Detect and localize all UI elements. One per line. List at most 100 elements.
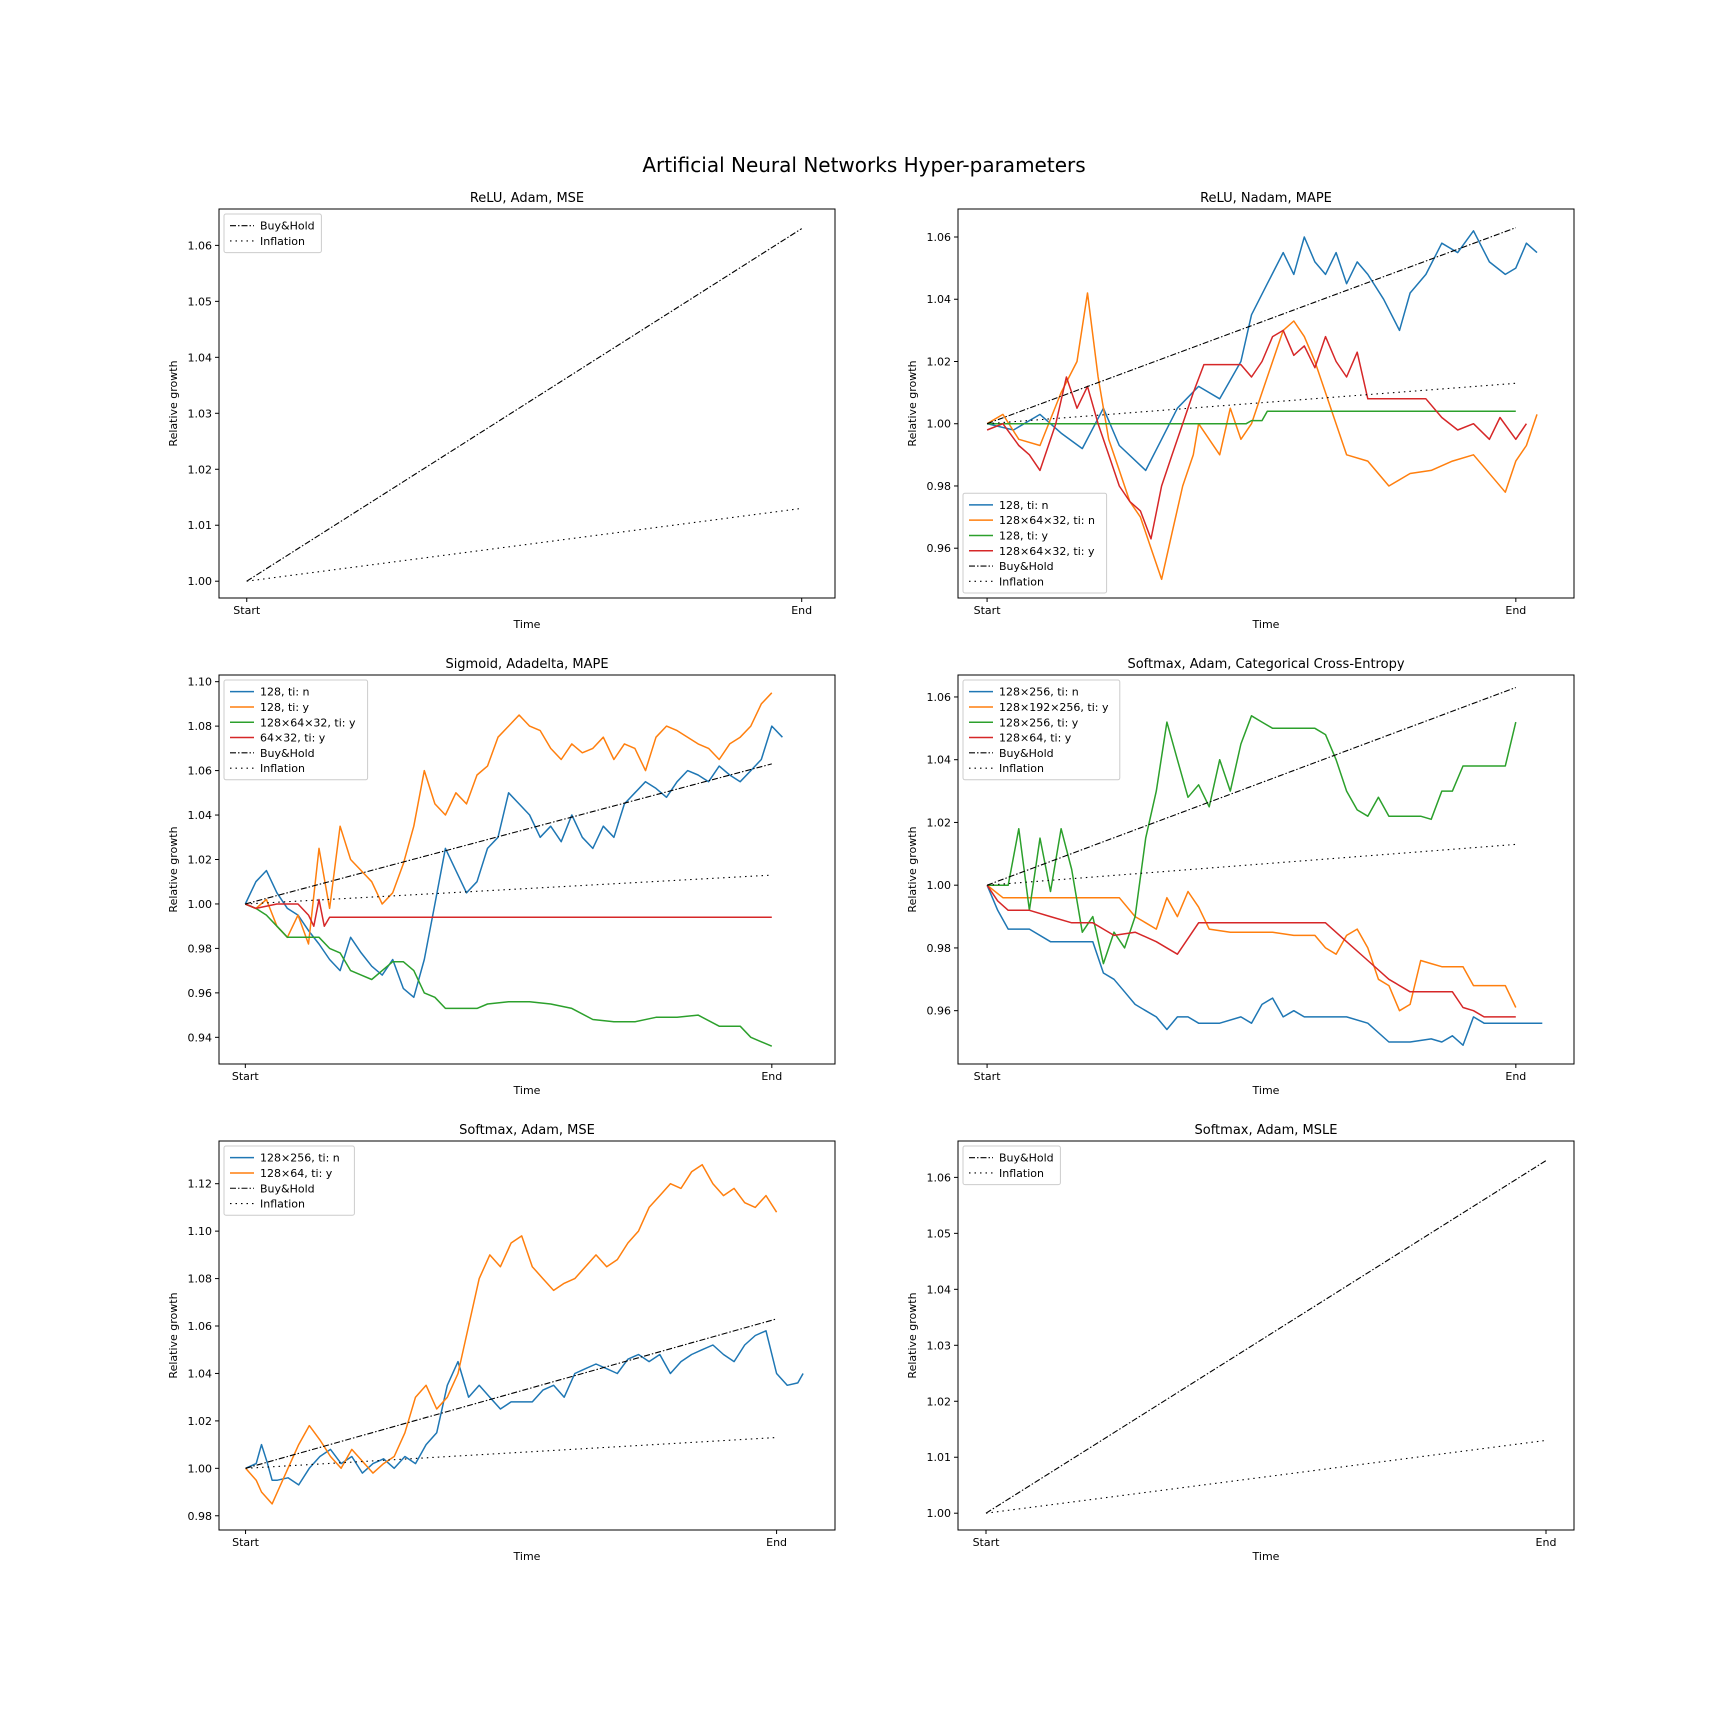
- y-tick-label: 1.01: [188, 519, 213, 532]
- legend-label: 128×64×32, ti: y: [999, 545, 1095, 558]
- x-tick-label: Start: [974, 1070, 1002, 1083]
- plot-area: [958, 1141, 1574, 1530]
- y-tick-label: 1.10: [188, 1225, 213, 1238]
- legend-label: 128, ti: y: [260, 701, 310, 714]
- chart-3: Sigmoid, Adadelta, MAPE 0.94 0.96 0.98 1.00 1…: [167, 657, 836, 1097]
- y-tick-label: 0.98: [188, 1510, 213, 1523]
- y-tick-label: 0.98: [927, 480, 952, 493]
- x-tick-label: End: [1536, 1536, 1557, 1549]
- legend-label: 128×64×32, ti: y: [260, 716, 356, 729]
- y-axis-label: Relative growth: [906, 360, 919, 446]
- axes-frame: [218, 674, 836, 1065]
- y-tick-label: 1.12: [188, 1178, 213, 1191]
- series-group: [986, 227, 1538, 581]
- y-tick-label: 1.10: [188, 676, 213, 689]
- y-tick-label: 1.00: [927, 1507, 952, 1520]
- x-axis-label: Time: [1252, 1550, 1280, 1563]
- legend-label: 128×64, ti: y: [260, 1167, 333, 1180]
- legend-label: Inflation: [260, 235, 305, 248]
- legend: 128×256, ti: n 128×64, ti: y Buy&Hold Infla…: [223, 1145, 355, 1216]
- series-line-64-32-ti-y: [245, 898, 772, 927]
- chart-title: Sigmoid, Adadelta, MAPE: [445, 657, 608, 672]
- legend-label: Buy&Hold: [999, 560, 1054, 573]
- series-line-128-256-ti-n: [245, 1330, 804, 1486]
- y-tick-label: 1.02: [927, 1395, 952, 1408]
- y-tick-label: 1.00: [188, 1462, 213, 1475]
- series-group: [985, 1160, 1547, 1514]
- chart-title: ReLU, Nadam, MAPE: [1200, 191, 1332, 206]
- legend-box: [962, 679, 1121, 781]
- chart-panels: ReLU, Adam, MSE 1.00 1.01 1.02 1.03 1.04 1.05 1…: [167, 191, 1575, 1563]
- series-group: [245, 1163, 804, 1505]
- x-tick-label: End: [761, 1070, 782, 1083]
- x-axis-label: Time: [513, 618, 541, 631]
- x-tick-label: End: [1505, 1070, 1526, 1083]
- legend-label: Inflation: [999, 575, 1044, 588]
- y-tick-label: 1.04: [927, 1283, 952, 1296]
- y-tick-label: 1.04: [927, 754, 952, 767]
- y-tick-label: 1.05: [188, 295, 213, 308]
- y-tick-label: 1.02: [188, 1415, 213, 1428]
- legend: 128, ti: n 128×64×32, ti: n 128, ti: y 128×…: [962, 492, 1108, 594]
- chart-title: ReLU, Adam, MSE: [470, 191, 584, 206]
- chart-4: Softmax, Adam, Categorical Cross-Entropy…: [906, 657, 1575, 1097]
- y-tick-label: 0.98: [927, 942, 952, 955]
- legend-label: 128×192×256, ti: y: [999, 701, 1109, 714]
- axes-frame: [957, 674, 1575, 1065]
- axes-frame: [957, 1140, 1575, 1531]
- legend: Buy&Hold Inflation: [962, 1145, 1061, 1186]
- x-tick-label: Start: [973, 1536, 1001, 1549]
- y-tick-label: 1.04: [188, 809, 213, 822]
- legend-label: Inflation: [260, 1198, 305, 1211]
- plot-area: [219, 209, 835, 598]
- legend-label: Inflation: [260, 762, 305, 775]
- chart-6: Softmax, Adam, MSLE 1.00 1.01 1.02 1.03 1.04 1…: [906, 1123, 1575, 1563]
- y-tick-label: 1.03: [927, 1339, 952, 1352]
- y-tick-label: 1.02: [927, 816, 952, 829]
- legend-label: 128×64, ti: y: [999, 732, 1072, 745]
- series-line-buy-hold: [986, 227, 1516, 425]
- legend-label: 128×256, ti: y: [999, 716, 1079, 729]
- chart-5: Softmax, Adam, MSE 0.98 1.00 1.02 1.04 1.06 1.…: [167, 1123, 836, 1563]
- series-line-128-ti-n: [986, 230, 1538, 472]
- figure-title: Artificial Neural Networks Hyper-paramet…: [642, 153, 1085, 177]
- x-axis-label: Time: [513, 1084, 541, 1097]
- y-tick-label: 1.06: [927, 1171, 952, 1184]
- legend-box: [962, 492, 1108, 594]
- x-tick-label: Start: [233, 604, 261, 617]
- legend: 128, ti: n 128, ti: y 128×64×32, ti: y 64×3…: [223, 679, 369, 781]
- y-tick-label: 0.96: [927, 542, 952, 555]
- legend-label: Buy&Hold: [999, 747, 1054, 760]
- legend-label: Buy&Hold: [260, 747, 315, 760]
- y-tick-label: 0.94: [188, 1031, 213, 1044]
- x-tick-label: Start: [232, 1536, 260, 1549]
- axes-frame: [957, 208, 1575, 599]
- chart-title: Softmax, Adam, Categorical Cross-Entropy: [1127, 657, 1404, 672]
- series-line-inflation: [985, 1439, 1547, 1514]
- y-tick-label: 1.00: [927, 418, 952, 431]
- series-group: [986, 686, 1543, 1046]
- y-tick-label: 1.04: [188, 1367, 213, 1380]
- y-tick-label: 1.02: [188, 853, 213, 866]
- y-tick-label: 1.00: [188, 575, 213, 588]
- legend-box: [223, 679, 369, 781]
- legend-label: 128, ti: y: [999, 529, 1049, 542]
- y-tick-label: 1.00: [188, 898, 213, 911]
- chart-2: ReLU, Nadam, MAPE 0.96 0.98 1.00 1.02 1.04 1.0…: [906, 191, 1575, 631]
- legend-label: 128×256, ti: n: [260, 1152, 340, 1165]
- y-tick-label: 1.04: [188, 351, 213, 364]
- y-tick-label: 1.06: [188, 765, 213, 778]
- x-tick-label: End: [766, 1536, 787, 1549]
- legend-label: 128×64×32, ti: n: [999, 514, 1095, 527]
- legend-box: [223, 213, 322, 254]
- legend-box: [962, 1145, 1061, 1186]
- series-line-128-ti-y: [245, 692, 773, 945]
- axes-frame: [218, 1140, 836, 1531]
- chart-title: Softmax, Adam, MSE: [459, 1123, 595, 1138]
- y-tick-label: 1.02: [927, 355, 952, 368]
- y-axis-label: Relative growth: [906, 1292, 919, 1378]
- x-axis-label: Time: [513, 1550, 541, 1563]
- legend-box: [223, 1145, 355, 1216]
- y-tick-label: 1.02: [188, 463, 213, 476]
